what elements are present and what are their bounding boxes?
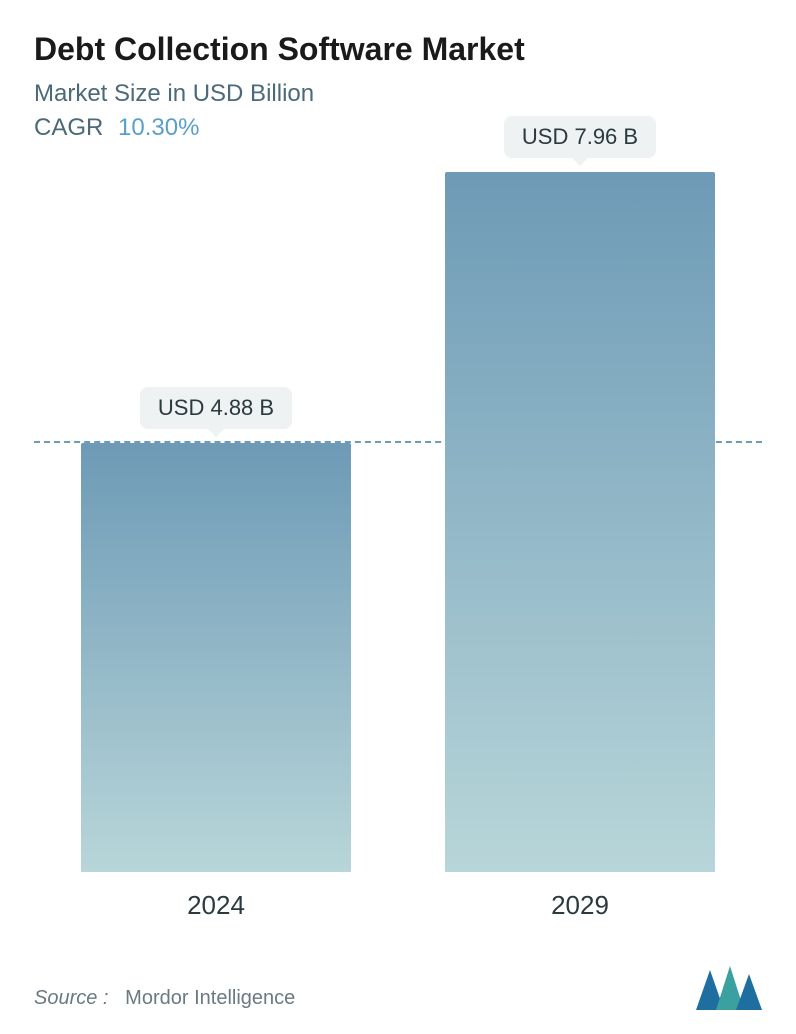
bars-row: USD 4.88 B USD 7.96 B xyxy=(34,172,762,872)
brand-logo-icon xyxy=(696,966,762,1010)
cagr-value: 10.30% xyxy=(118,114,199,141)
value-pill-0: USD 4.88 B xyxy=(140,387,292,429)
source-label: Source : xyxy=(34,987,108,1009)
cagr-label: CAGR xyxy=(34,114,103,141)
x-axis-labels: 2024 2029 xyxy=(34,890,762,921)
source-value xyxy=(114,987,120,1009)
source-name: Mordor Intelligence xyxy=(125,987,295,1009)
bar-0 xyxy=(81,443,351,872)
x-label-1: 2029 xyxy=(430,890,730,921)
source-text: Source : Mordor Intelligence xyxy=(34,987,295,1010)
bar-col-1: USD 7.96 B xyxy=(430,116,730,872)
bar-col-0: USD 4.88 B xyxy=(66,387,366,872)
subtitle: Market Size in USD Billion xyxy=(34,80,762,108)
bar-1 xyxy=(445,172,715,872)
value-pill-1: USD 7.96 B xyxy=(504,116,656,158)
footer: Source : Mordor Intelligence xyxy=(34,966,762,1014)
x-label-0: 2024 xyxy=(66,890,366,921)
page-title: Debt Collection Software Market xyxy=(34,30,762,68)
chart-container: USD 4.88 B USD 7.96 B 2024 2029 xyxy=(34,172,762,930)
chart-plot-area: USD 4.88 B USD 7.96 B xyxy=(34,172,762,872)
